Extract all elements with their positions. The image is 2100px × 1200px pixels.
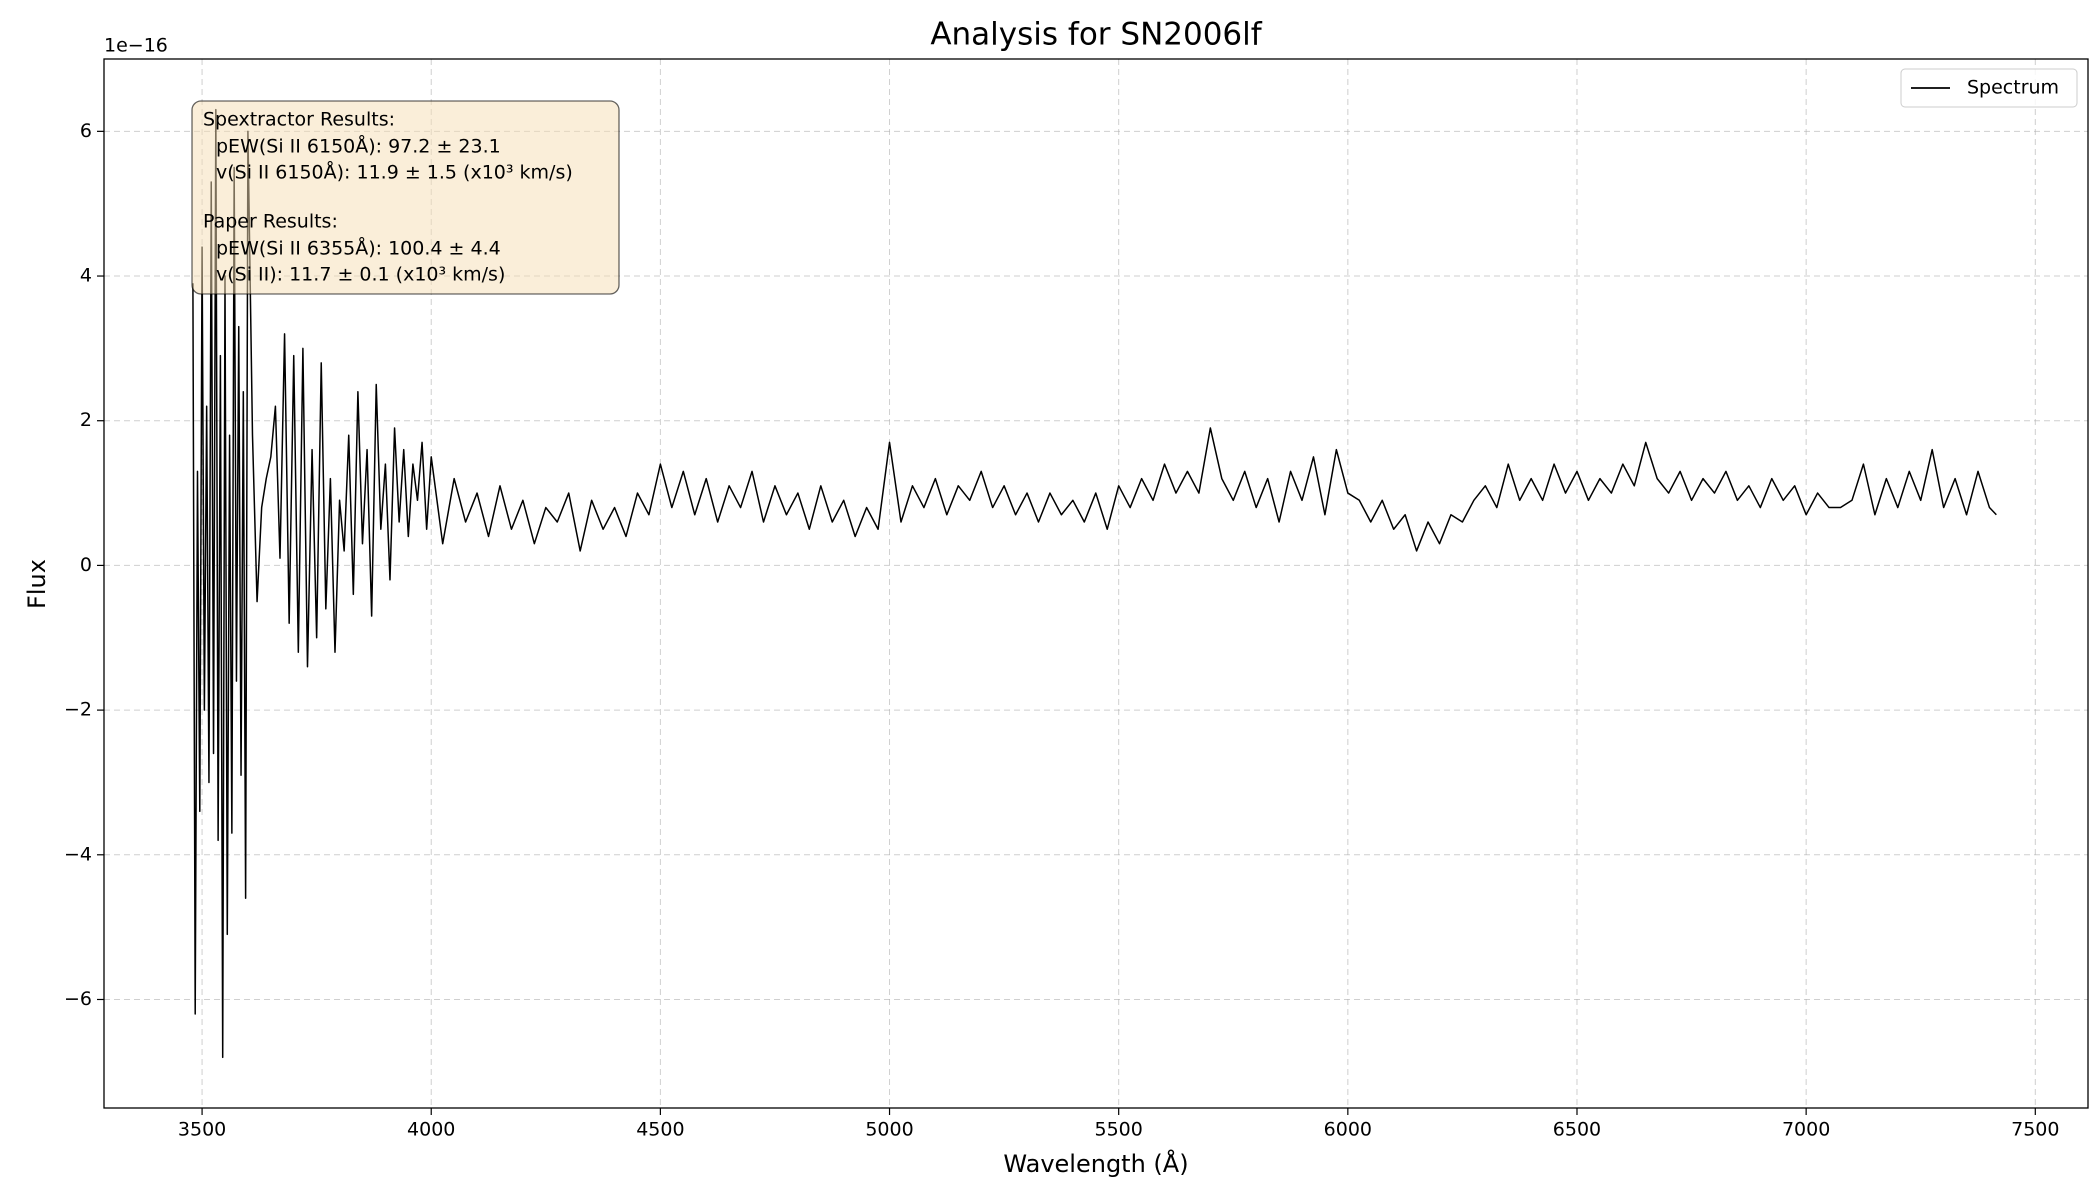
x-tick-label: 4500 xyxy=(636,1119,684,1141)
x-tick-label: 5000 xyxy=(865,1119,913,1141)
spectrum-line xyxy=(192,108,1997,1059)
y-tick-label: 2 xyxy=(80,409,92,431)
x-tick-label: 6000 xyxy=(1324,1119,1372,1141)
axes-frame xyxy=(103,58,2089,1109)
y-tick-label: −6 xyxy=(64,988,92,1010)
annotation-box xyxy=(191,100,620,295)
y-tick-label: 4 xyxy=(80,265,92,287)
x-tick-label: 4000 xyxy=(407,1119,455,1141)
x-tick-label: 5500 xyxy=(1095,1119,1143,1141)
x-axis-label: Wavelength (Å) xyxy=(1003,1149,1188,1178)
annotation-line: v(Si II 6150Å): 11.9 ± 1.5 (x10³ km/s) xyxy=(216,161,573,184)
annotation-heading: Paper Results: xyxy=(203,211,338,233)
y-tick-label: 0 xyxy=(80,554,92,576)
x-tick-label: 3500 xyxy=(178,1119,226,1141)
x-tick-label: 7000 xyxy=(1782,1119,1830,1141)
annotation-line: v(Si II): 11.7 ± 0.1 (x10³ km/s) xyxy=(216,264,505,286)
y-tick-label: −4 xyxy=(64,843,92,865)
x-tick-label: 6500 xyxy=(1553,1119,1601,1141)
x-tick-label: 7500 xyxy=(2011,1119,2059,1141)
y-axis-label: Flux xyxy=(23,559,51,609)
legend-box xyxy=(1900,68,2078,108)
annotation-heading: Spextractor Results: xyxy=(203,109,395,131)
chart-title: Analysis for SN2006lf xyxy=(930,17,1262,53)
annotation-line: pEW(Si II 6355Å): 100.4 ± 4.4 xyxy=(216,237,501,260)
annotation-line: pEW(Si II 6150Å): 97.2 ± 23.1 xyxy=(216,135,501,158)
y-tick-label: 6 xyxy=(80,120,92,142)
legend-label: Spectrum xyxy=(1967,77,2059,99)
y-offset-label: 1e−16 xyxy=(104,35,168,57)
y-tick-label: −2 xyxy=(64,699,92,721)
